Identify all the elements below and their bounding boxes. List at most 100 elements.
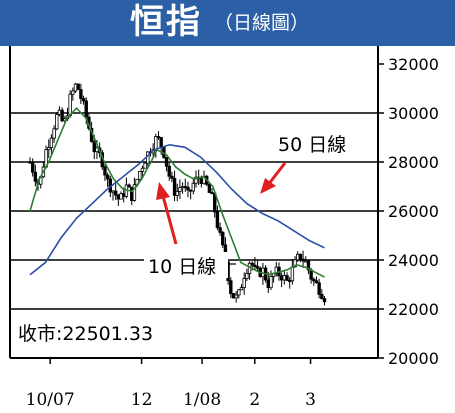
y-tick-label: 22000	[388, 300, 439, 319]
price-candle	[143, 162, 147, 169]
price-candle	[287, 279, 292, 282]
price-candle	[60, 109, 64, 122]
price-candle	[103, 166, 107, 176]
price-candle	[290, 266, 295, 282]
price-candle	[71, 90, 75, 95]
price-candle	[52, 128, 56, 139]
price-candle	[221, 231, 225, 246]
price-candle	[28, 161, 32, 164]
close-label-bg	[14, 318, 174, 346]
price-candle	[105, 174, 110, 180]
price-candle	[269, 276, 273, 289]
price-candle	[298, 253, 303, 260]
price-candle	[180, 186, 185, 189]
price-candle	[170, 175, 174, 179]
price-candle	[306, 260, 311, 271]
price-candle	[47, 147, 51, 151]
price-candle	[130, 186, 134, 201]
price-candle	[92, 141, 96, 153]
ma10-arrow-head	[156, 182, 170, 200]
price-candle	[167, 165, 171, 177]
price-candle	[156, 136, 161, 139]
y-tick-label: 26000	[388, 202, 439, 221]
price-candle	[239, 287, 244, 291]
x-tick-label: 12	[131, 390, 153, 410]
price-candle	[172, 177, 177, 196]
price-candle	[234, 294, 238, 299]
price-candle	[218, 227, 222, 233]
price-candle	[255, 266, 260, 269]
price-candle	[79, 89, 83, 99]
price-candle	[55, 114, 59, 130]
chart-subtitle: （日線圖）	[214, 12, 310, 34]
price-candle	[194, 176, 198, 184]
price-candle	[322, 298, 327, 303]
price-candle	[191, 182, 196, 192]
y-tick-label: 24000	[388, 251, 439, 270]
y-tick-label: 20000	[388, 349, 439, 368]
price-candle	[33, 171, 38, 182]
price-candle	[49, 137, 54, 148]
price-candle	[164, 156, 169, 167]
price-candle	[57, 109, 62, 115]
price-candle	[266, 279, 270, 289]
ma50-label-bg	[276, 130, 358, 156]
price-candle	[231, 293, 236, 299]
price-candle	[229, 280, 233, 294]
x-axis: 10/07 12 1/08 2 3	[26, 358, 316, 410]
price-candle	[116, 194, 121, 200]
ma50-arrow-shaft	[266, 162, 287, 186]
price-candle	[285, 275, 289, 281]
ma50-arrow-head	[260, 178, 276, 194]
x-tick-label: 10/07	[26, 390, 75, 410]
price-candle	[282, 275, 287, 281]
price-candle	[188, 189, 193, 192]
price-candle	[312, 278, 316, 282]
price-candle	[293, 259, 297, 268]
price-candle	[314, 280, 319, 284]
x-tick-label: 1/08	[183, 390, 221, 410]
price-candle	[30, 161, 35, 173]
price-candle	[304, 260, 308, 263]
price-candle	[73, 83, 78, 92]
price-candle	[175, 191, 179, 196]
price-candle	[242, 278, 246, 288]
price-candle	[279, 275, 284, 281]
price-candle	[84, 100, 88, 118]
price-candle	[301, 258, 305, 262]
x-tick-label: 3	[305, 390, 316, 410]
price-candle	[68, 93, 72, 117]
plot-area	[9, 46, 379, 359]
price-candle	[76, 83, 80, 90]
price-candle	[199, 178, 204, 184]
price-candle	[183, 186, 187, 189]
y-tick-label: 32000	[388, 55, 439, 74]
price-candle	[253, 264, 257, 268]
x-tick-label: 2	[249, 390, 260, 410]
ma50-line	[29, 143, 325, 276]
price-candle	[186, 186, 190, 191]
price-candle	[119, 193, 123, 200]
price-candle	[210, 192, 214, 195]
price-candle	[154, 136, 158, 151]
price-candle	[178, 187, 182, 192]
ma50-label: 50 日線	[278, 134, 346, 156]
price-candle	[237, 289, 241, 296]
price-candle	[81, 98, 86, 102]
price-candle	[159, 137, 163, 148]
price-candle	[127, 184, 131, 188]
ma10-label-bg	[144, 252, 228, 278]
close-label: 收市:22501.33	[18, 323, 153, 345]
price-candle	[250, 262, 254, 266]
y-tick-label: 30000	[388, 104, 439, 123]
y-tick-label: 28000	[388, 153, 439, 172]
price-candle	[320, 294, 324, 299]
chart-header: 恒指 （日線圖）	[0, 0, 455, 46]
price-candle	[122, 193, 126, 197]
price-candle	[317, 282, 321, 295]
price-candle	[207, 183, 212, 193]
price-candle	[111, 190, 115, 193]
price-candle	[138, 170, 142, 180]
ma10-label: 10 日線	[148, 256, 216, 278]
